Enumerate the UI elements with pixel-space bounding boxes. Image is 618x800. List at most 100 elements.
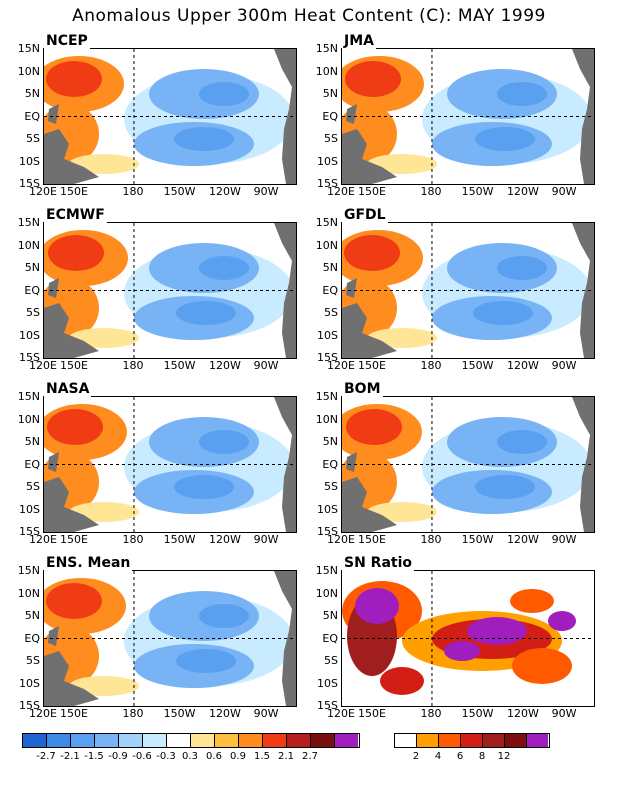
latitude-label: 10S (317, 676, 338, 690)
land-americas (274, 49, 296, 184)
latitude-label: 15N (17, 42, 40, 55)
latitude-label: 5S (324, 306, 338, 319)
longitude-label: 180 (122, 359, 144, 372)
latitude-label: 10N (17, 412, 40, 426)
panel-title: BOM (342, 381, 383, 397)
latitude-label: 10N (315, 412, 338, 426)
latitude-label: 10N (315, 238, 338, 252)
longitude-label: 90W (551, 185, 577, 198)
colorbar-label: -0.9 (108, 751, 128, 762)
longitude-label: 90W (253, 707, 279, 720)
map-panel (341, 396, 595, 533)
latitude-label: 10S (19, 502, 40, 516)
latitude-label: 15S (19, 177, 40, 190)
latitude-label: 15N (17, 216, 40, 229)
panel-title: ENS. Mean (44, 555, 133, 571)
land-americas (274, 397, 296, 532)
longitude-label: 120E (327, 359, 355, 372)
colorbar-swatch (439, 734, 461, 747)
cold-anomaly-core (199, 430, 249, 454)
longitude-label: 120W (507, 185, 539, 198)
colorbar-swatch (417, 734, 439, 747)
snr-peak (444, 641, 480, 661)
cold-anomaly-core (176, 301, 236, 325)
figure-title: Anomalous Upper 300m Heat Content (C): M… (72, 6, 546, 26)
longitude-label: 150W (163, 707, 196, 720)
latitude-label: 15S (317, 351, 338, 364)
latitude-label: 10N (17, 586, 40, 600)
longitude-label: 90W (551, 707, 577, 720)
longitude-label: 120E (29, 707, 57, 720)
colorbar-label: -0.3 (156, 751, 176, 762)
land-philippines (346, 278, 357, 298)
land-philippines (346, 104, 357, 124)
colorbar-label: 2.1 (278, 751, 294, 762)
cold-anomaly-core (199, 256, 249, 280)
latitude-label: 5N (24, 435, 40, 448)
colorbar-swatch (23, 734, 47, 747)
cold-anomaly-core (473, 301, 533, 325)
latitude-label: EQ (322, 109, 338, 123)
land-maritime-continent (342, 129, 397, 184)
panel-title: SN Ratio (342, 555, 415, 571)
longitude-label: 150E (358, 359, 386, 372)
snr-region (512, 648, 572, 684)
latitude-label: 15N (17, 390, 40, 403)
latitude-label: EQ (24, 283, 40, 297)
latitude-label: EQ (322, 283, 338, 297)
colorbar-label: 0.6 (206, 751, 222, 762)
land-americas (572, 223, 594, 358)
snr-region (510, 589, 554, 613)
cold-anomaly-core (174, 475, 234, 499)
anomaly-colorbar (22, 733, 360, 748)
colorbar-label: 12 (497, 751, 511, 762)
colorbar-label: 2.7 (302, 751, 318, 762)
colorbar-swatch (47, 734, 71, 747)
colorbar-label: 4 (434, 751, 442, 762)
latitude-label: 10S (317, 154, 338, 168)
latitude-label: 5S (324, 654, 338, 667)
cold-anomaly-core (497, 82, 547, 106)
warm-anomaly-core (46, 583, 102, 619)
land-philippines (48, 278, 59, 298)
panel-title: JMA (342, 33, 376, 49)
colorbar-swatch (263, 734, 287, 747)
heat-content-map (44, 397, 296, 532)
heat-content-map (342, 49, 594, 184)
longitude-label: 90W (253, 185, 279, 198)
colorbar-label: 6 (456, 751, 464, 762)
longitude-label: 120E (327, 185, 355, 198)
latitude-label: 5S (26, 306, 40, 319)
latitude-label: 15S (19, 699, 40, 712)
land-americas (572, 49, 594, 184)
panel-title: ECMWF (44, 207, 107, 223)
snr-peak (548, 611, 576, 631)
colorbar-swatch (167, 734, 191, 747)
colorbar-label: 1.5 (254, 751, 270, 762)
longitude-label: 150E (60, 359, 88, 372)
land-americas (274, 223, 296, 358)
colorbar-swatch (119, 734, 143, 747)
longitude-label: 120W (507, 707, 539, 720)
warm-anomaly-core (344, 235, 400, 271)
longitude-label: 120W (507, 359, 539, 372)
longitude-label: 150E (60, 185, 88, 198)
latitude-label: 15S (317, 699, 338, 712)
latitude-label: 15N (315, 42, 338, 55)
longitude-label: 120W (209, 185, 241, 198)
warm-anomaly-core (345, 61, 401, 97)
latitude-label: 5N (322, 435, 338, 448)
colorbar-swatch (215, 734, 239, 747)
longitude-label: 150E (358, 533, 386, 546)
longitude-label: 120W (209, 533, 241, 546)
latitude-label: 10N (17, 64, 40, 78)
longitude-label: 120W (209, 707, 241, 720)
land-philippines (48, 452, 59, 472)
colorbar-swatch (287, 734, 311, 747)
longitude-label: 120E (327, 707, 355, 720)
panel-title: NCEP (44, 33, 90, 49)
colorbar-label: -2.7 (36, 751, 56, 762)
latitude-label: 15S (317, 177, 338, 190)
longitude-label: 150E (60, 533, 88, 546)
warm-anomaly-core (48, 235, 104, 271)
